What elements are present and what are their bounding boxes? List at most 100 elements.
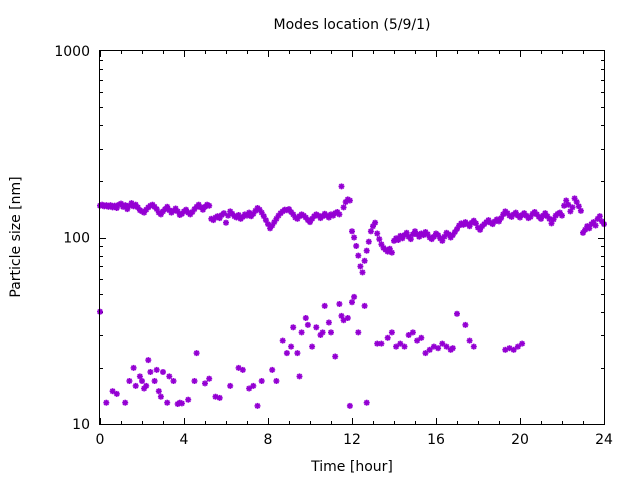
data-point bbox=[361, 257, 368, 264]
data-point bbox=[336, 301, 343, 307]
data-point bbox=[357, 263, 364, 270]
data-point bbox=[338, 183, 345, 190]
data-point bbox=[592, 222, 599, 229]
data-point bbox=[227, 382, 234, 389]
data-point bbox=[477, 226, 484, 233]
data-point bbox=[393, 343, 400, 350]
data-point bbox=[136, 373, 143, 380]
data-point bbox=[349, 228, 355, 235]
data-point bbox=[216, 394, 223, 401]
plot-frame bbox=[99, 50, 605, 425]
data-point bbox=[166, 373, 173, 380]
data-point bbox=[145, 357, 152, 364]
data-point bbox=[401, 343, 408, 350]
data-point bbox=[365, 238, 372, 245]
data-point bbox=[439, 340, 446, 347]
data-point bbox=[388, 249, 395, 256]
data-point bbox=[351, 234, 358, 241]
data-point bbox=[378, 241, 385, 248]
data-point bbox=[157, 393, 164, 400]
data-point bbox=[351, 293, 358, 300]
data-point bbox=[359, 269, 366, 276]
y-tick-label: 10 bbox=[72, 417, 90, 433]
data-point bbox=[246, 385, 253, 392]
data-point bbox=[409, 329, 416, 336]
data-point bbox=[565, 201, 572, 208]
data-point bbox=[397, 340, 404, 347]
data-point bbox=[561, 202, 568, 209]
data-point bbox=[367, 228, 374, 235]
data-point bbox=[130, 364, 137, 371]
data-point bbox=[378, 340, 385, 347]
chart-title: Modes location (5/9/1) bbox=[274, 17, 431, 33]
y-tick-label: 1000 bbox=[54, 44, 90, 60]
data-point bbox=[346, 197, 353, 204]
data-point bbox=[462, 321, 469, 328]
data-point bbox=[454, 310, 460, 317]
x-tick-label: 0 bbox=[96, 432, 105, 448]
data-point bbox=[132, 382, 139, 389]
data-point bbox=[363, 399, 370, 406]
data-point bbox=[376, 236, 383, 243]
data-point bbox=[126, 378, 133, 384]
data-point bbox=[435, 345, 442, 352]
data-point bbox=[170, 378, 177, 384]
data-point bbox=[294, 350, 301, 357]
data-point bbox=[510, 346, 517, 353]
x-tick-label: 4 bbox=[180, 432, 189, 448]
x-tick-label: 20 bbox=[511, 432, 529, 448]
data-point bbox=[143, 382, 150, 389]
data-point bbox=[577, 207, 584, 214]
data-point bbox=[302, 315, 309, 321]
data-point bbox=[355, 329, 362, 336]
data-point bbox=[290, 324, 297, 331]
data-point bbox=[151, 378, 158, 384]
data-point bbox=[193, 350, 200, 357]
data-point bbox=[164, 399, 171, 406]
data-point bbox=[153, 366, 160, 373]
data-point bbox=[319, 329, 326, 336]
data-point bbox=[250, 382, 257, 389]
data-point bbox=[353, 243, 360, 249]
data-point bbox=[191, 378, 198, 384]
data-point bbox=[283, 350, 290, 357]
data-point bbox=[202, 380, 208, 387]
data-point bbox=[288, 343, 295, 350]
data-point bbox=[321, 302, 328, 309]
data-point bbox=[426, 346, 433, 353]
data-point bbox=[155, 388, 162, 395]
data-point bbox=[139, 378, 145, 384]
data-point bbox=[147, 369, 154, 375]
data-point bbox=[384, 334, 391, 341]
data-point bbox=[296, 373, 303, 380]
y-axis-ticks: 10 100 1000 bbox=[54, 44, 604, 433]
data-point bbox=[344, 315, 351, 321]
data-point bbox=[470, 343, 477, 350]
data-point bbox=[269, 366, 276, 373]
x-tick-label: 12 bbox=[343, 432, 361, 448]
data-point bbox=[309, 343, 316, 350]
x-axis-label: Time [hour] bbox=[310, 459, 393, 475]
data-point bbox=[349, 299, 355, 306]
data-point bbox=[346, 402, 353, 409]
data-point bbox=[254, 402, 261, 409]
data-point bbox=[559, 212, 565, 219]
data-point bbox=[449, 345, 456, 352]
data-point bbox=[122, 399, 129, 406]
data-point bbox=[340, 204, 347, 211]
data-point bbox=[223, 219, 229, 226]
data-point bbox=[418, 334, 425, 341]
data-point bbox=[374, 230, 381, 237]
data-point bbox=[336, 211, 343, 218]
data-point bbox=[550, 216, 557, 223]
data-point bbox=[178, 400, 185, 407]
data-point bbox=[355, 252, 362, 259]
x-tick-label: 16 bbox=[427, 432, 445, 448]
data-points bbox=[97, 183, 607, 409]
x-tick-label: 24 bbox=[595, 432, 613, 448]
data-point bbox=[273, 378, 280, 384]
data-point bbox=[113, 390, 120, 397]
data-point bbox=[206, 375, 213, 382]
data-point bbox=[388, 329, 395, 336]
